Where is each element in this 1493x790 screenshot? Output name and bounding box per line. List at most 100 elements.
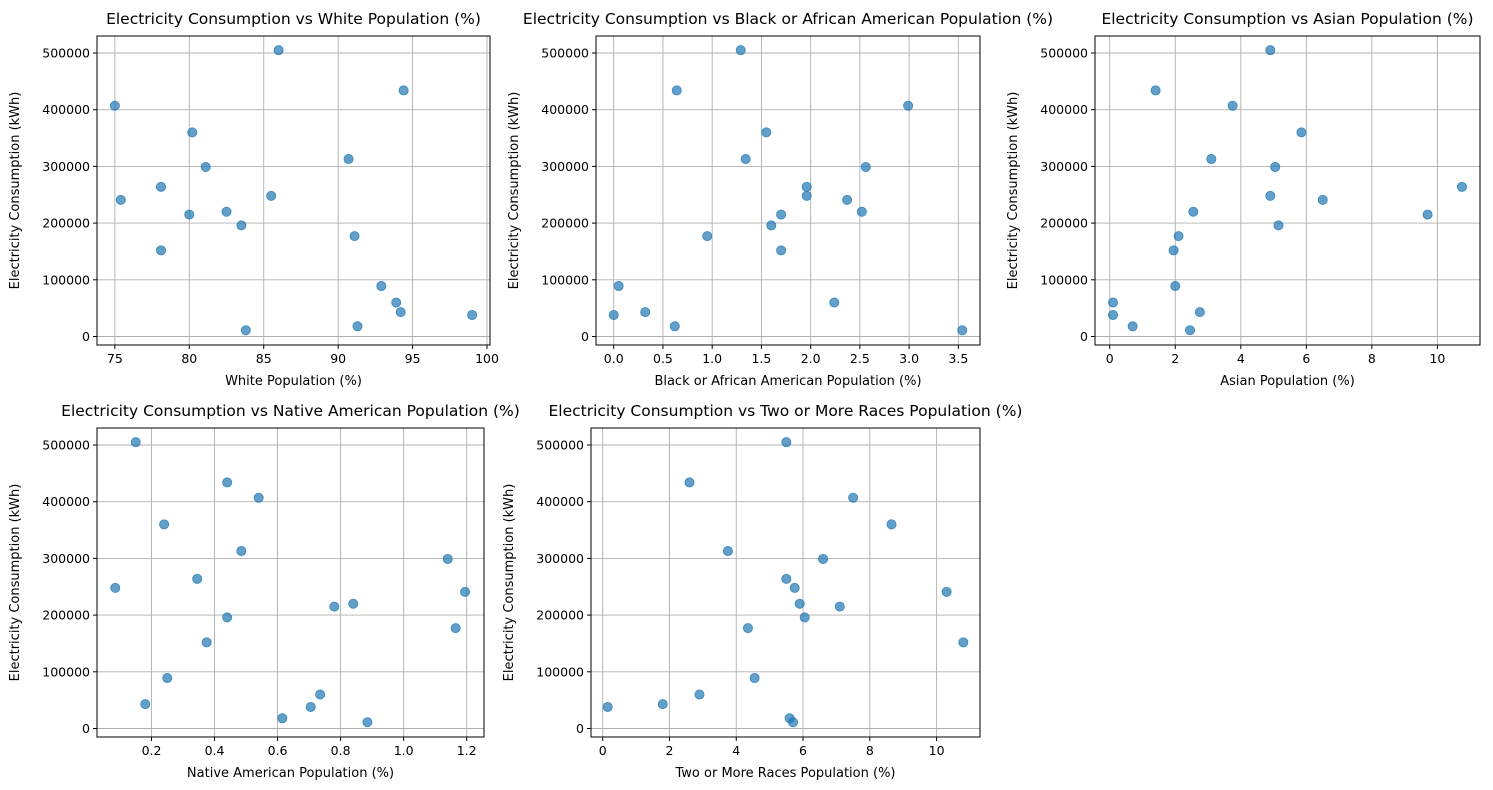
x-tick-label: 2 [1171,351,1179,366]
x-tick-label: 100 [475,351,499,366]
data-point [941,586,952,597]
data-point [1173,231,1184,242]
scatter-panel-4: 0.2 0.4 0.6 0.8 1.0 1.2 0 100000 200000 300000 400… [8,402,520,781]
x-tick-label: 0.0 [604,351,624,366]
x-tick-label: 0 [599,743,607,758]
y-tick-label: 500000 [42,46,90,61]
x-tick-label: 80 [181,351,197,366]
data-point [602,701,613,712]
data-point [442,553,453,564]
data-point [735,45,746,56]
data-point [391,297,402,308]
data-point [187,127,198,138]
data-point [110,582,121,593]
data-point [156,245,167,256]
x-axis-label: Black or African American Population (%) [654,374,921,389]
y-tick-label: 200000 [42,608,90,623]
y-axis-label: Electricity Consumption (kWh) [507,92,522,290]
y-tick-label: 0 [1080,329,1088,344]
chart-title: Electricity Consumption vs Asian Populat… [1101,10,1473,28]
scatter-panel-5: 0 2 4 6 8 10 0 100000 200000 300000 400000 500000 El… [502,402,1022,781]
data-point [608,309,619,320]
x-tick-label: 8 [866,743,874,758]
data-point [221,206,232,217]
data-point [834,601,845,612]
data-point [761,127,772,138]
x-tick-label: 85 [256,351,272,366]
x-tick-label: 6 [1302,351,1310,366]
y-tick-label: 200000 [536,608,584,623]
data-point [1168,245,1179,256]
x-tick-label: 10 [929,743,945,758]
data-point [200,161,211,172]
data-point [694,689,705,700]
axes-frame [595,35,981,346]
y-tick-label: 500000 [541,46,589,61]
data-point [362,717,373,728]
x-axis-label: Native American Population (%) [187,766,394,781]
data-point [140,699,151,710]
data-point [671,85,682,96]
data-point [184,209,195,220]
data-point [1317,194,1328,205]
y-tick-label: 300000 [42,551,90,566]
x-tick-label: 1.0 [394,743,414,758]
y-tick-label: 400000 [42,494,90,509]
x-tick-label: 0.6 [268,743,288,758]
x-axis-label: Two or More Races Population (%) [675,766,896,781]
data-point [1296,127,1307,138]
axes-frame [1094,35,1481,346]
y-tick-label: 0 [82,329,90,344]
x-tick-label: 10 [1429,351,1445,366]
data-point [467,309,478,320]
data-point [222,612,233,623]
data-point [1108,309,1119,320]
data-point [657,699,668,710]
data-point [343,154,354,165]
axes-frame [590,427,981,738]
data-point [903,100,914,111]
x-tick-label: 3.5 [948,351,968,366]
y-tick-label: 500000 [1040,46,1088,61]
y-axis-label: Electricity Consumption (kWh) [8,92,23,290]
y-axis-label: Electricity Consumption (kWh) [8,484,23,682]
y-tick-label: 100000 [42,272,90,287]
data-point [1194,307,1205,318]
data-point [1422,209,1433,220]
data-point [1150,85,1161,96]
data-point [349,231,360,242]
data-point [801,190,812,201]
y-tick-label: 300000 [42,159,90,174]
y-tick-label: 500000 [536,438,584,453]
data-point [669,321,680,332]
data-point [201,637,212,648]
x-tick-label: 90 [330,351,346,366]
data-point [794,598,805,609]
y-tick-label: 400000 [536,494,584,509]
x-tick-label: 2 [665,743,673,758]
scatter-panel-3: 0 2 4 6 8 10 0 100000 200000 300000 400000 500000 El… [1006,10,1481,389]
data-point [740,154,751,165]
x-tick-label: 1.5 [751,351,771,366]
x-tick-label: 0.5 [653,351,673,366]
x-tick-label: 1.2 [457,743,477,758]
y-tick-label: 400000 [1040,102,1088,117]
chart-title: Electricity Consumption vs Two or More R… [549,402,1023,420]
data-point [376,281,387,292]
data-point [776,209,787,220]
y-tick-label: 200000 [42,216,90,231]
y-tick-label: 0 [82,721,90,736]
chart-title: Electricity Consumption vs Native Americ… [61,402,520,420]
data-point [788,717,799,728]
data-point [315,689,326,700]
data-point [799,612,810,623]
data-point [277,713,288,724]
data-point [1188,206,1199,217]
x-axis-label: Asian Population (%) [1220,374,1355,389]
data-point [450,623,461,634]
data-point [395,307,406,318]
data-point [266,190,277,201]
data-point [829,297,840,308]
data-point [253,492,264,503]
